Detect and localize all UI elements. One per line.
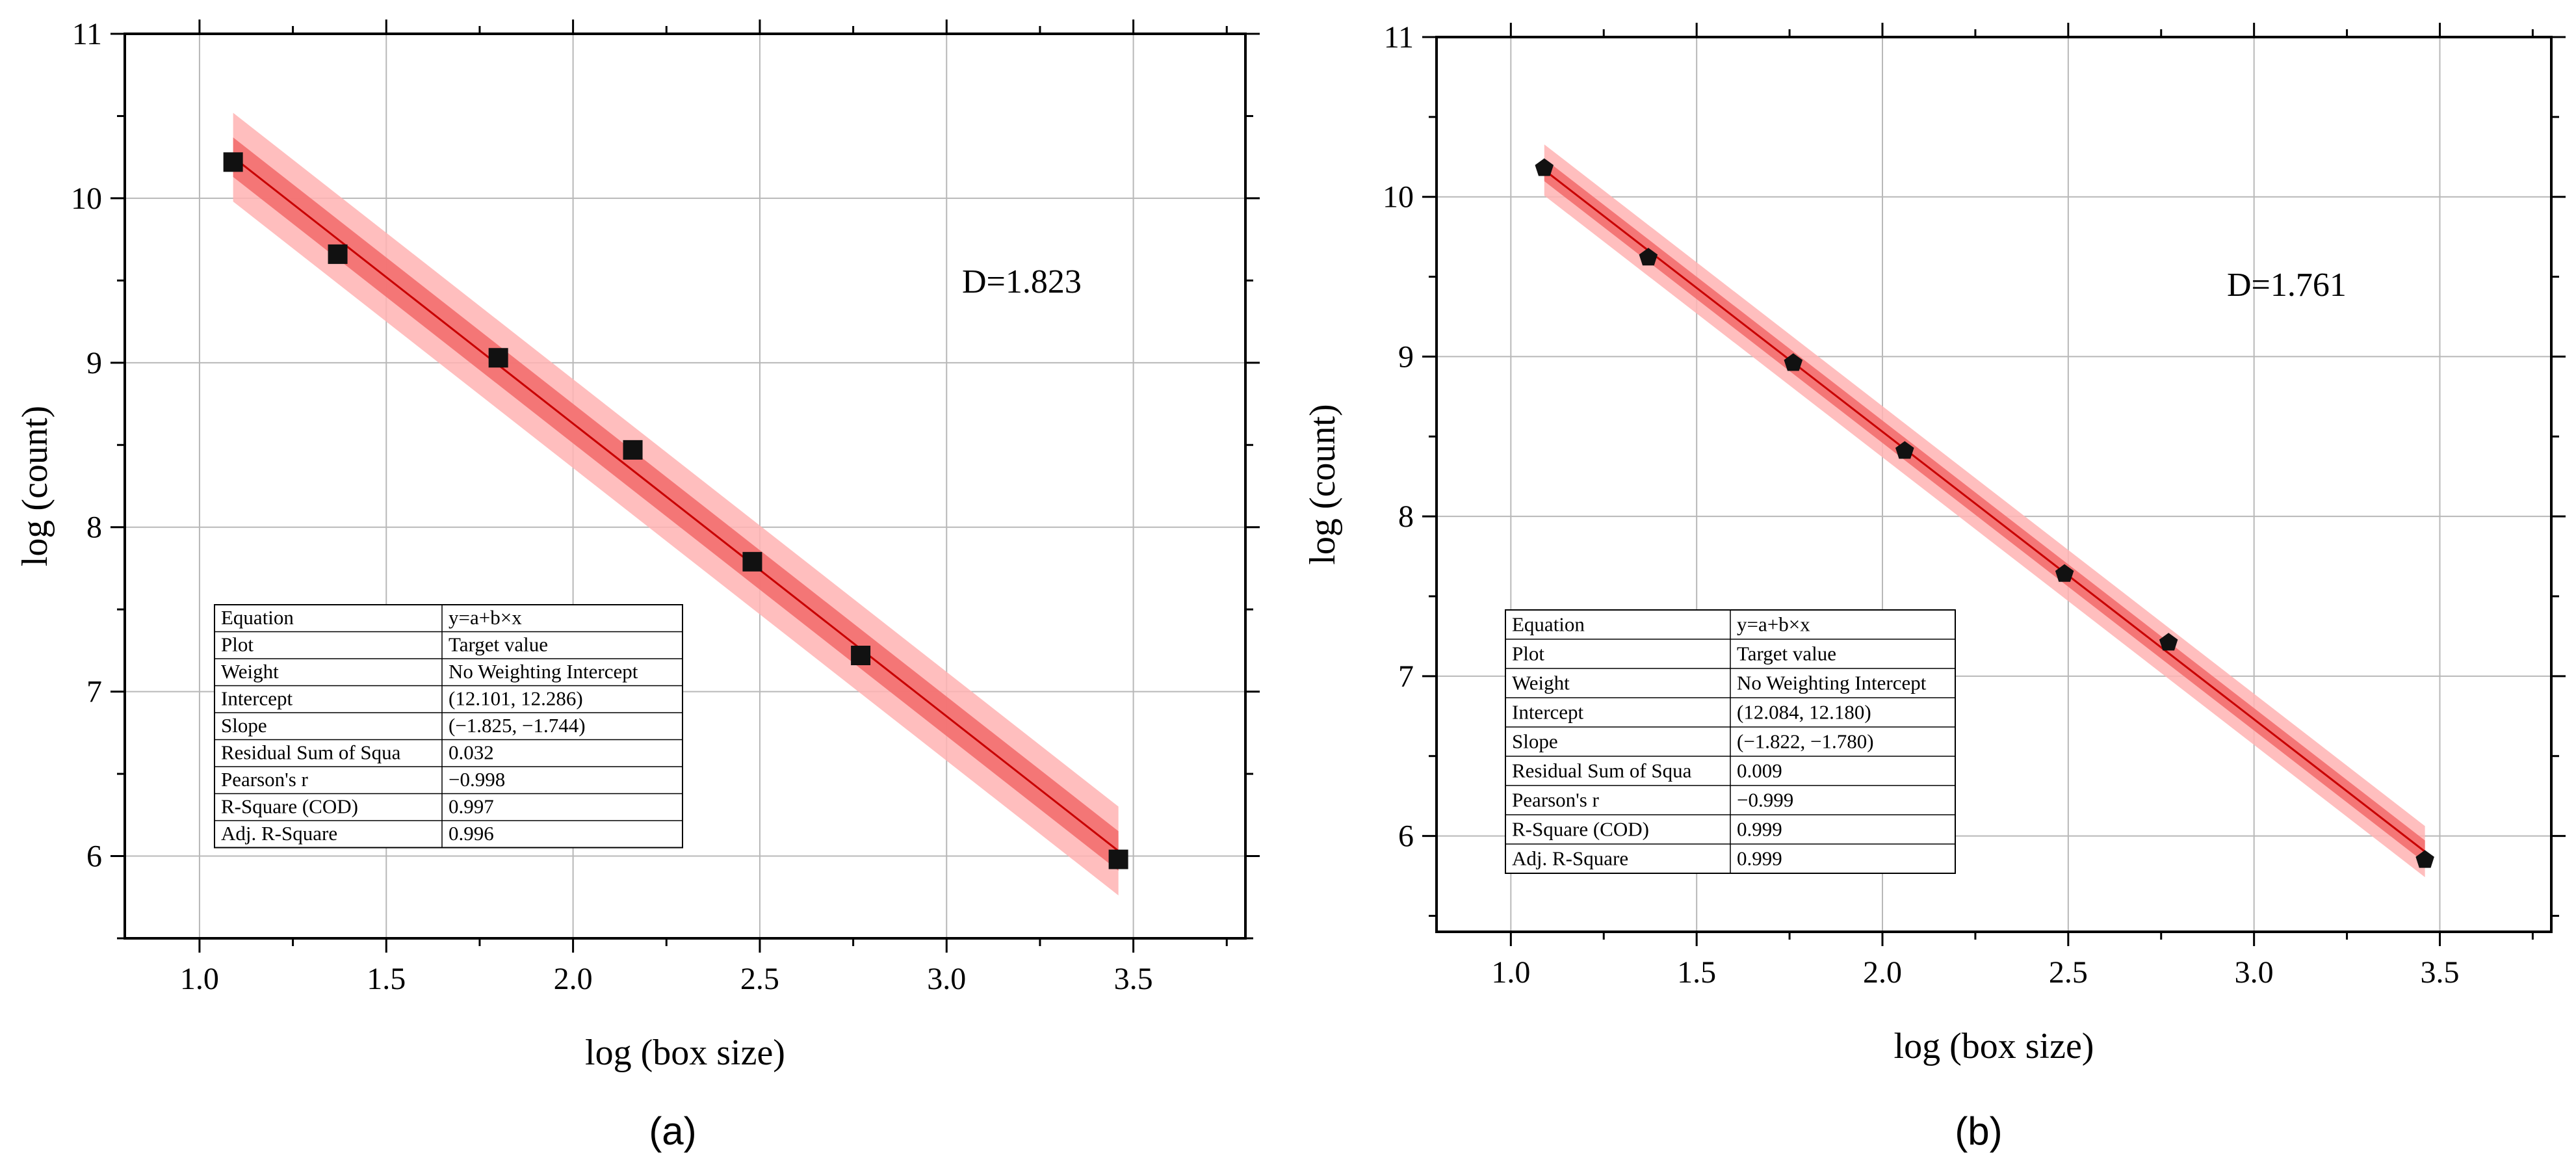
stats-table-value-a-6: −0.998 (449, 768, 505, 791)
stats-table-key-b-1: Plot (1512, 642, 1544, 665)
caption-a: (a) (649, 1109, 697, 1153)
plot-area-a: 1.0 1.5 2.0 2.5 3.0 3.5 6 7 8 9 10 11 log (box size)… (15, 17, 1260, 1073)
x-axis-title-b: log (box size) (1894, 1026, 2094, 1066)
x-tick-label-a-5: 3.5 (1114, 962, 1153, 996)
stats-table-value-a-0: y=a+b×x (449, 606, 522, 629)
y-tick-label-a-3: 9 (86, 346, 102, 380)
y-tick-label-a-2: 8 (86, 510, 102, 545)
fit-line-b (1543, 169, 2426, 852)
stats-table-value-b-3: (12.084, 12.180) (1737, 700, 1871, 723)
plot-area-b: 1.0 1.5 2.0 2.5 3.0 3.5 6 7 8 9 10 11 log (box size)… (1303, 20, 2566, 1066)
y-tick-label-a-5: 11 (72, 17, 102, 51)
stats-table-value-a-2: No Weighting Intercept (449, 660, 638, 683)
chart-a: 1.0 1.5 2.0 2.5 3.0 3.5 6 7 8 9 10 11 log (box size)… (15, 17, 1260, 1073)
y-tick-label-b-5: 11 (1384, 20, 1414, 55)
dimension-annotation-b: D=1.761 (2227, 267, 2347, 304)
x-tick-label-b-4: 3.0 (2235, 955, 2274, 990)
y-axis-title-a: log (count) (15, 406, 55, 566)
stats-table-value-a-3: (12.101, 12.286) (449, 687, 583, 709)
x-tick-label-a-1: 1.5 (367, 962, 406, 996)
stats-table-value-b-7: 0.999 (1737, 817, 1782, 840)
x-tick-label-b-3: 2.5 (2049, 955, 2088, 990)
stats-table-key-a-1: Plot (221, 633, 254, 655)
stats-table-key-b-2: Weight (1512, 671, 1570, 694)
data-point-a-4 (742, 551, 762, 572)
plot-frame-a (124, 33, 1247, 940)
stats-table-value-a-8: 0.996 (449, 822, 494, 845)
x-tick-label-b-5: 3.5 (2421, 955, 2460, 990)
fit-line-a (232, 156, 1119, 852)
x-tick-label-a-2: 2.0 (554, 962, 593, 996)
stats-table-key-b-5: Residual Sum of Squa (1512, 759, 1692, 782)
y-tick-label-b-2: 8 (1398, 499, 1414, 534)
stats-table-key-a-7: R-Square (COD) (221, 795, 358, 817)
data-point-b-2 (1784, 353, 1803, 371)
stats-table-key-b-4: Slope (1512, 730, 1558, 752)
data-point-a-3 (623, 440, 643, 460)
stats-table-key-a-8: Adj. R-Square (221, 822, 337, 845)
stats-table-key-b-3: Intercept (1512, 700, 1584, 723)
data-point-a-1 (328, 244, 348, 264)
stats-table-key-a-2: Weight (221, 660, 279, 683)
data-point-b-1 (1639, 248, 1658, 266)
stats-table-value-b-5: 0.009 (1737, 759, 1782, 782)
stats-table-value-a-4: (−1.825, −1.744) (449, 714, 586, 737)
data-point-b-0 (1535, 158, 1554, 176)
stats-table-key-a-0: Equation (221, 606, 294, 629)
stats-table-key-b-0: Equation (1512, 613, 1585, 635)
data-point-a-5 (851, 645, 871, 665)
y-axis-title-b: log (count) (1303, 404, 1343, 564)
stats-table-value-b-1: Target value (1737, 642, 1836, 665)
stats-table-value-b-2: No Weighting Intercept (1737, 671, 1927, 694)
chart-b: 1.0 1.5 2.0 2.5 3.0 3.5 6 7 8 9 10 11 log (box size)… (1303, 20, 2566, 1066)
y-tick-label-b-3: 9 (1398, 339, 1414, 374)
x-tick-label-a-4: 3.0 (927, 962, 966, 996)
y-tick-label-b-4: 10 (1383, 180, 1414, 215)
x-tick-label-b-0: 1.0 (1491, 955, 1530, 990)
stats-table-key-b-6: Pearson's r (1512, 788, 1600, 811)
plot-frame-b (1435, 36, 2553, 933)
stats-table-key-b-7: R-Square (COD) (1512, 817, 1649, 840)
stats-table-value-b-4: (−1.822, −1.780) (1737, 730, 1874, 752)
stats-table-value-a-5: 0.032 (449, 741, 494, 763)
stats-table-a (214, 604, 683, 849)
stats-table-value-b-8: 0.999 (1737, 847, 1782, 869)
data-point-b-4 (2055, 564, 2074, 582)
stats-table-key-a-6: Pearson's r (221, 768, 309, 791)
y-tick-label-a-4: 10 (71, 181, 102, 216)
stats-table-key-a-4: Slope (221, 714, 267, 737)
stats-table-value-b-6: −0.999 (1737, 788, 1793, 811)
stats-table-key-b-8: Adj. R-Square (1512, 847, 1628, 869)
data-point-b-5 (2159, 633, 2178, 651)
data-point-a-0 (223, 152, 243, 172)
x-tick-label-b-2: 2.0 (1863, 955, 1902, 990)
data-point-b-3 (1895, 441, 1914, 459)
x-tick-label-a-0: 1.0 (180, 962, 219, 996)
stats-table-value-b-0: y=a+b×x (1737, 613, 1810, 635)
y-tick-label-a-1: 7 (86, 675, 102, 709)
data-point-b-6 (2415, 850, 2434, 868)
data-point-a-6 (1108, 849, 1128, 869)
stats-table-value-a-1: Target value (449, 633, 548, 655)
data-point-a-2 (488, 348, 508, 368)
stats-table-key-a-3: Intercept (221, 687, 293, 709)
y-tick-label-b-0: 6 (1398, 819, 1414, 854)
dimension-annotation-a: D=1.823 (962, 263, 1082, 300)
x-axis-title-a: log (box size) (585, 1033, 785, 1073)
x-tick-label-a-3: 2.5 (740, 962, 779, 996)
stats-table-key-a-5: Residual Sum of Squa (221, 741, 401, 763)
y-tick-label-b-1: 7 (1398, 659, 1414, 694)
x-tick-label-b-1: 1.5 (1677, 955, 1716, 990)
caption-b: (b) (1955, 1109, 2003, 1153)
stats-table-value-a-7: 0.997 (449, 795, 494, 817)
y-tick-label-a-0: 6 (86, 839, 102, 874)
